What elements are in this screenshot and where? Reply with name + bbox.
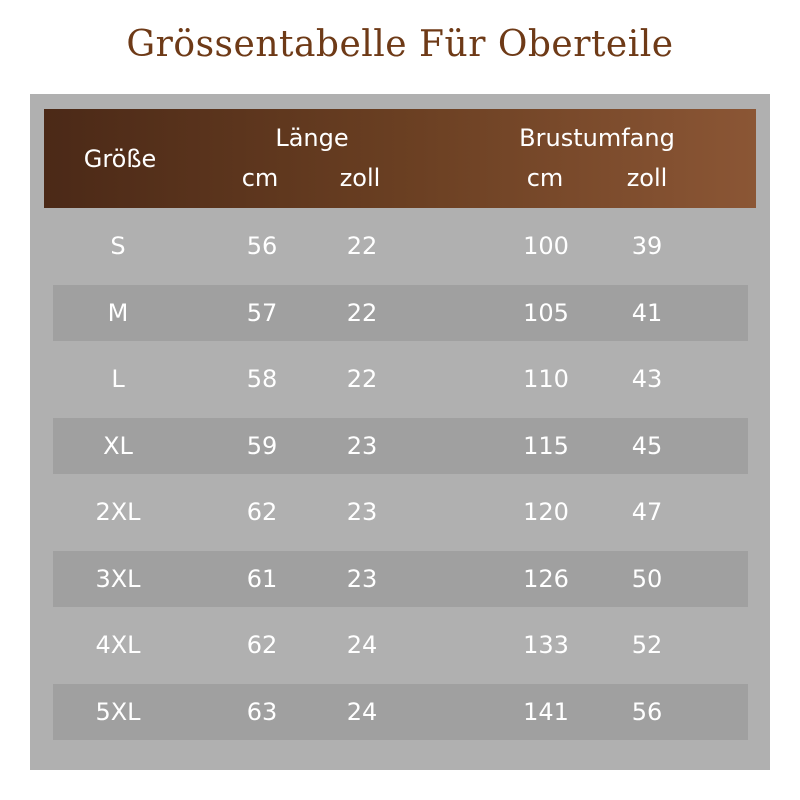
cell-chest-in: 47 — [631, 498, 663, 526]
cell-chest-cm: 100 — [523, 232, 569, 260]
page-title: Grössentabelle Für Oberteile — [126, 24, 674, 65]
table-row: L 58 22 110 43 — [53, 351, 748, 407]
cell-size: 4XL — [95, 631, 141, 659]
cell-size: 5XL — [95, 697, 141, 726]
cell-length-cm: 59 — [246, 431, 278, 460]
cell-chest-in: 43 — [631, 365, 663, 393]
cell-length-cm: 57 — [246, 298, 278, 327]
cell-length-in: 24 — [346, 697, 378, 726]
table-row: 2XL 62 23 120 47 — [53, 484, 748, 540]
cell-chest-in: 50 — [631, 564, 663, 593]
cell-chest-in: 52 — [631, 631, 663, 659]
header-chest: Brustumfang — [519, 124, 675, 152]
table-row: XL 59 23 115 45 — [53, 417, 748, 474]
header-chest-inch: zoll — [626, 164, 668, 192]
cell-length-in: 22 — [346, 365, 378, 393]
cell-chest-cm: 126 — [523, 564, 569, 593]
cell-size: 2XL — [95, 498, 141, 526]
cell-length-in: 22 — [346, 232, 378, 260]
table-row: S 56 22 100 39 — [53, 218, 748, 274]
cell-chest-cm: 115 — [523, 431, 569, 460]
cell-chest-cm: 133 — [523, 631, 569, 659]
cell-chest-cm: 120 — [523, 498, 569, 526]
cell-length-in: 22 — [346, 298, 378, 327]
cell-length-cm: 56 — [246, 232, 278, 260]
table-row: 4XL 62 24 133 52 — [53, 617, 748, 673]
cell-length-in: 23 — [346, 498, 378, 526]
cell-length-cm: 61 — [246, 564, 278, 593]
cell-length-in: 23 — [346, 564, 378, 593]
cell-length-cm: 62 — [246, 498, 278, 526]
cell-chest-in: 45 — [631, 431, 663, 460]
cell-chest-in: 41 — [631, 298, 663, 327]
cell-size: M — [107, 298, 129, 327]
table-header: Größe Länge Brustumfang cm zoll cm zoll — [44, 109, 756, 208]
table-row: 3XL 61 23 126 50 — [53, 550, 748, 607]
cell-length-cm: 58 — [246, 365, 278, 393]
cell-length-in: 24 — [346, 631, 378, 659]
header-length-inch: zoll — [339, 164, 381, 192]
cell-size: 3XL — [95, 564, 141, 593]
header-chest-cm: cm — [526, 164, 564, 192]
cell-length-in: 23 — [346, 431, 378, 460]
cell-chest-cm: 110 — [523, 365, 569, 393]
cell-chest-cm: 141 — [523, 697, 569, 726]
cell-size: XL — [103, 431, 133, 460]
cell-size: L — [111, 365, 125, 393]
header-length: Länge — [275, 124, 349, 152]
cell-chest-in: 39 — [631, 232, 663, 260]
table-row: M 57 22 105 41 — [53, 284, 748, 341]
header-size: Größe — [83, 145, 157, 173]
cell-chest-cm: 105 — [523, 298, 569, 327]
cell-length-cm: 62 — [246, 631, 278, 659]
header-length-cm: cm — [241, 164, 279, 192]
cell-length-cm: 63 — [246, 697, 278, 726]
table-row: 5XL 63 24 141 56 — [53, 683, 748, 740]
cell-size: S — [110, 232, 126, 260]
cell-chest-in: 56 — [631, 697, 663, 726]
